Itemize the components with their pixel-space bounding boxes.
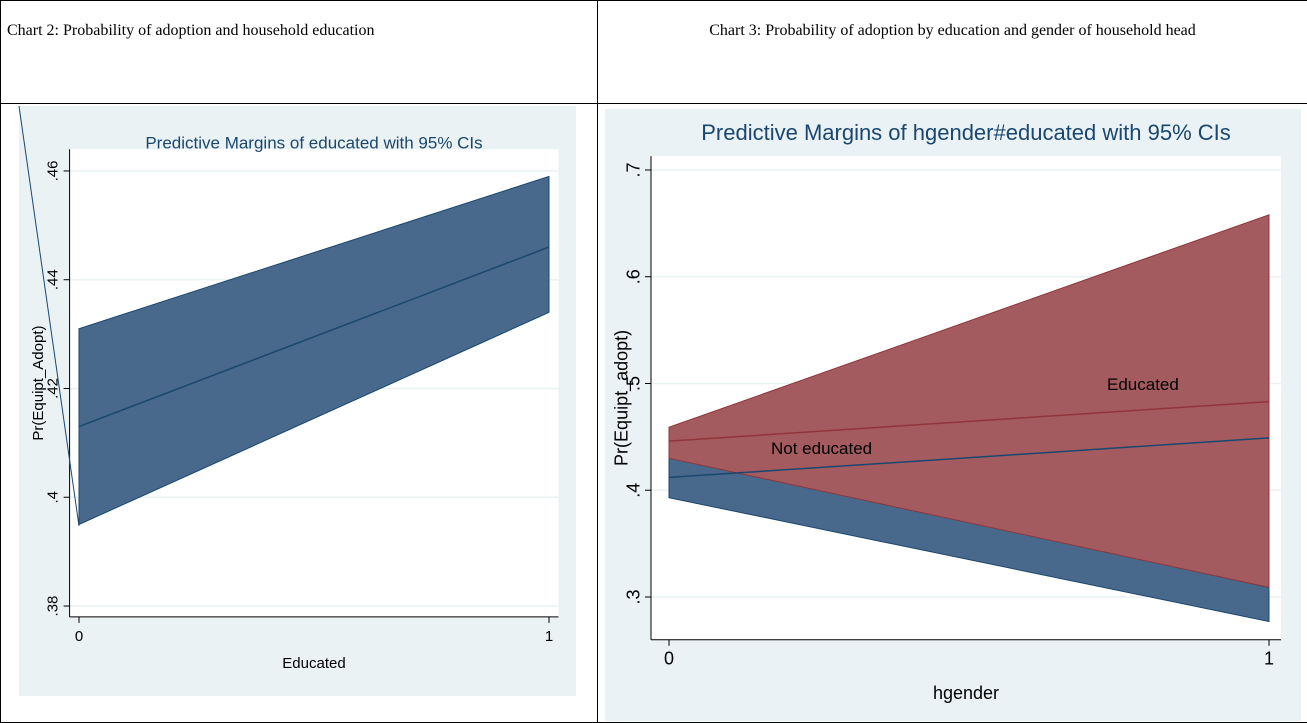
y-tick-label: .7 xyxy=(624,162,644,177)
header-cell: Chart 3: Probability of adoption by educ… xyxy=(598,1,1307,104)
y-tick-label: .38 xyxy=(45,596,62,617)
header-cell: Chart 2: Probability of adoption and hou… xyxy=(1,1,598,104)
y-tick-label: .3 xyxy=(624,589,644,604)
x-tick-label: 0 xyxy=(75,628,83,645)
x-tick-label: 0 xyxy=(664,648,674,668)
y-axis-title: Pr(Equipt_Adopt) xyxy=(30,326,47,441)
y-axis-title: Pr(Equipt_adopt) xyxy=(612,330,633,466)
series-label: Educated xyxy=(1107,375,1179,394)
y-tick-label: .6 xyxy=(624,269,644,284)
y-tick-label: .4 xyxy=(624,483,644,498)
series-label: Not educated xyxy=(771,439,872,458)
y-tick-label: .44 xyxy=(45,269,62,290)
chart-title: Predictive Margins of educated with 95% … xyxy=(145,133,482,152)
x-axis-title: hgender xyxy=(933,683,999,703)
x-axis-title: Educated xyxy=(282,655,345,672)
x-tick-label: 1 xyxy=(545,628,553,645)
x-tick-label: 1 xyxy=(1264,648,1274,668)
y-tick-label: .4 xyxy=(45,491,62,504)
chart-title: Predictive Margins of hgender#educated w… xyxy=(701,120,1231,145)
header-row: Chart 2: Probability of adoption and hou… xyxy=(1,1,1307,104)
y-tick-label: .46 xyxy=(45,161,62,182)
